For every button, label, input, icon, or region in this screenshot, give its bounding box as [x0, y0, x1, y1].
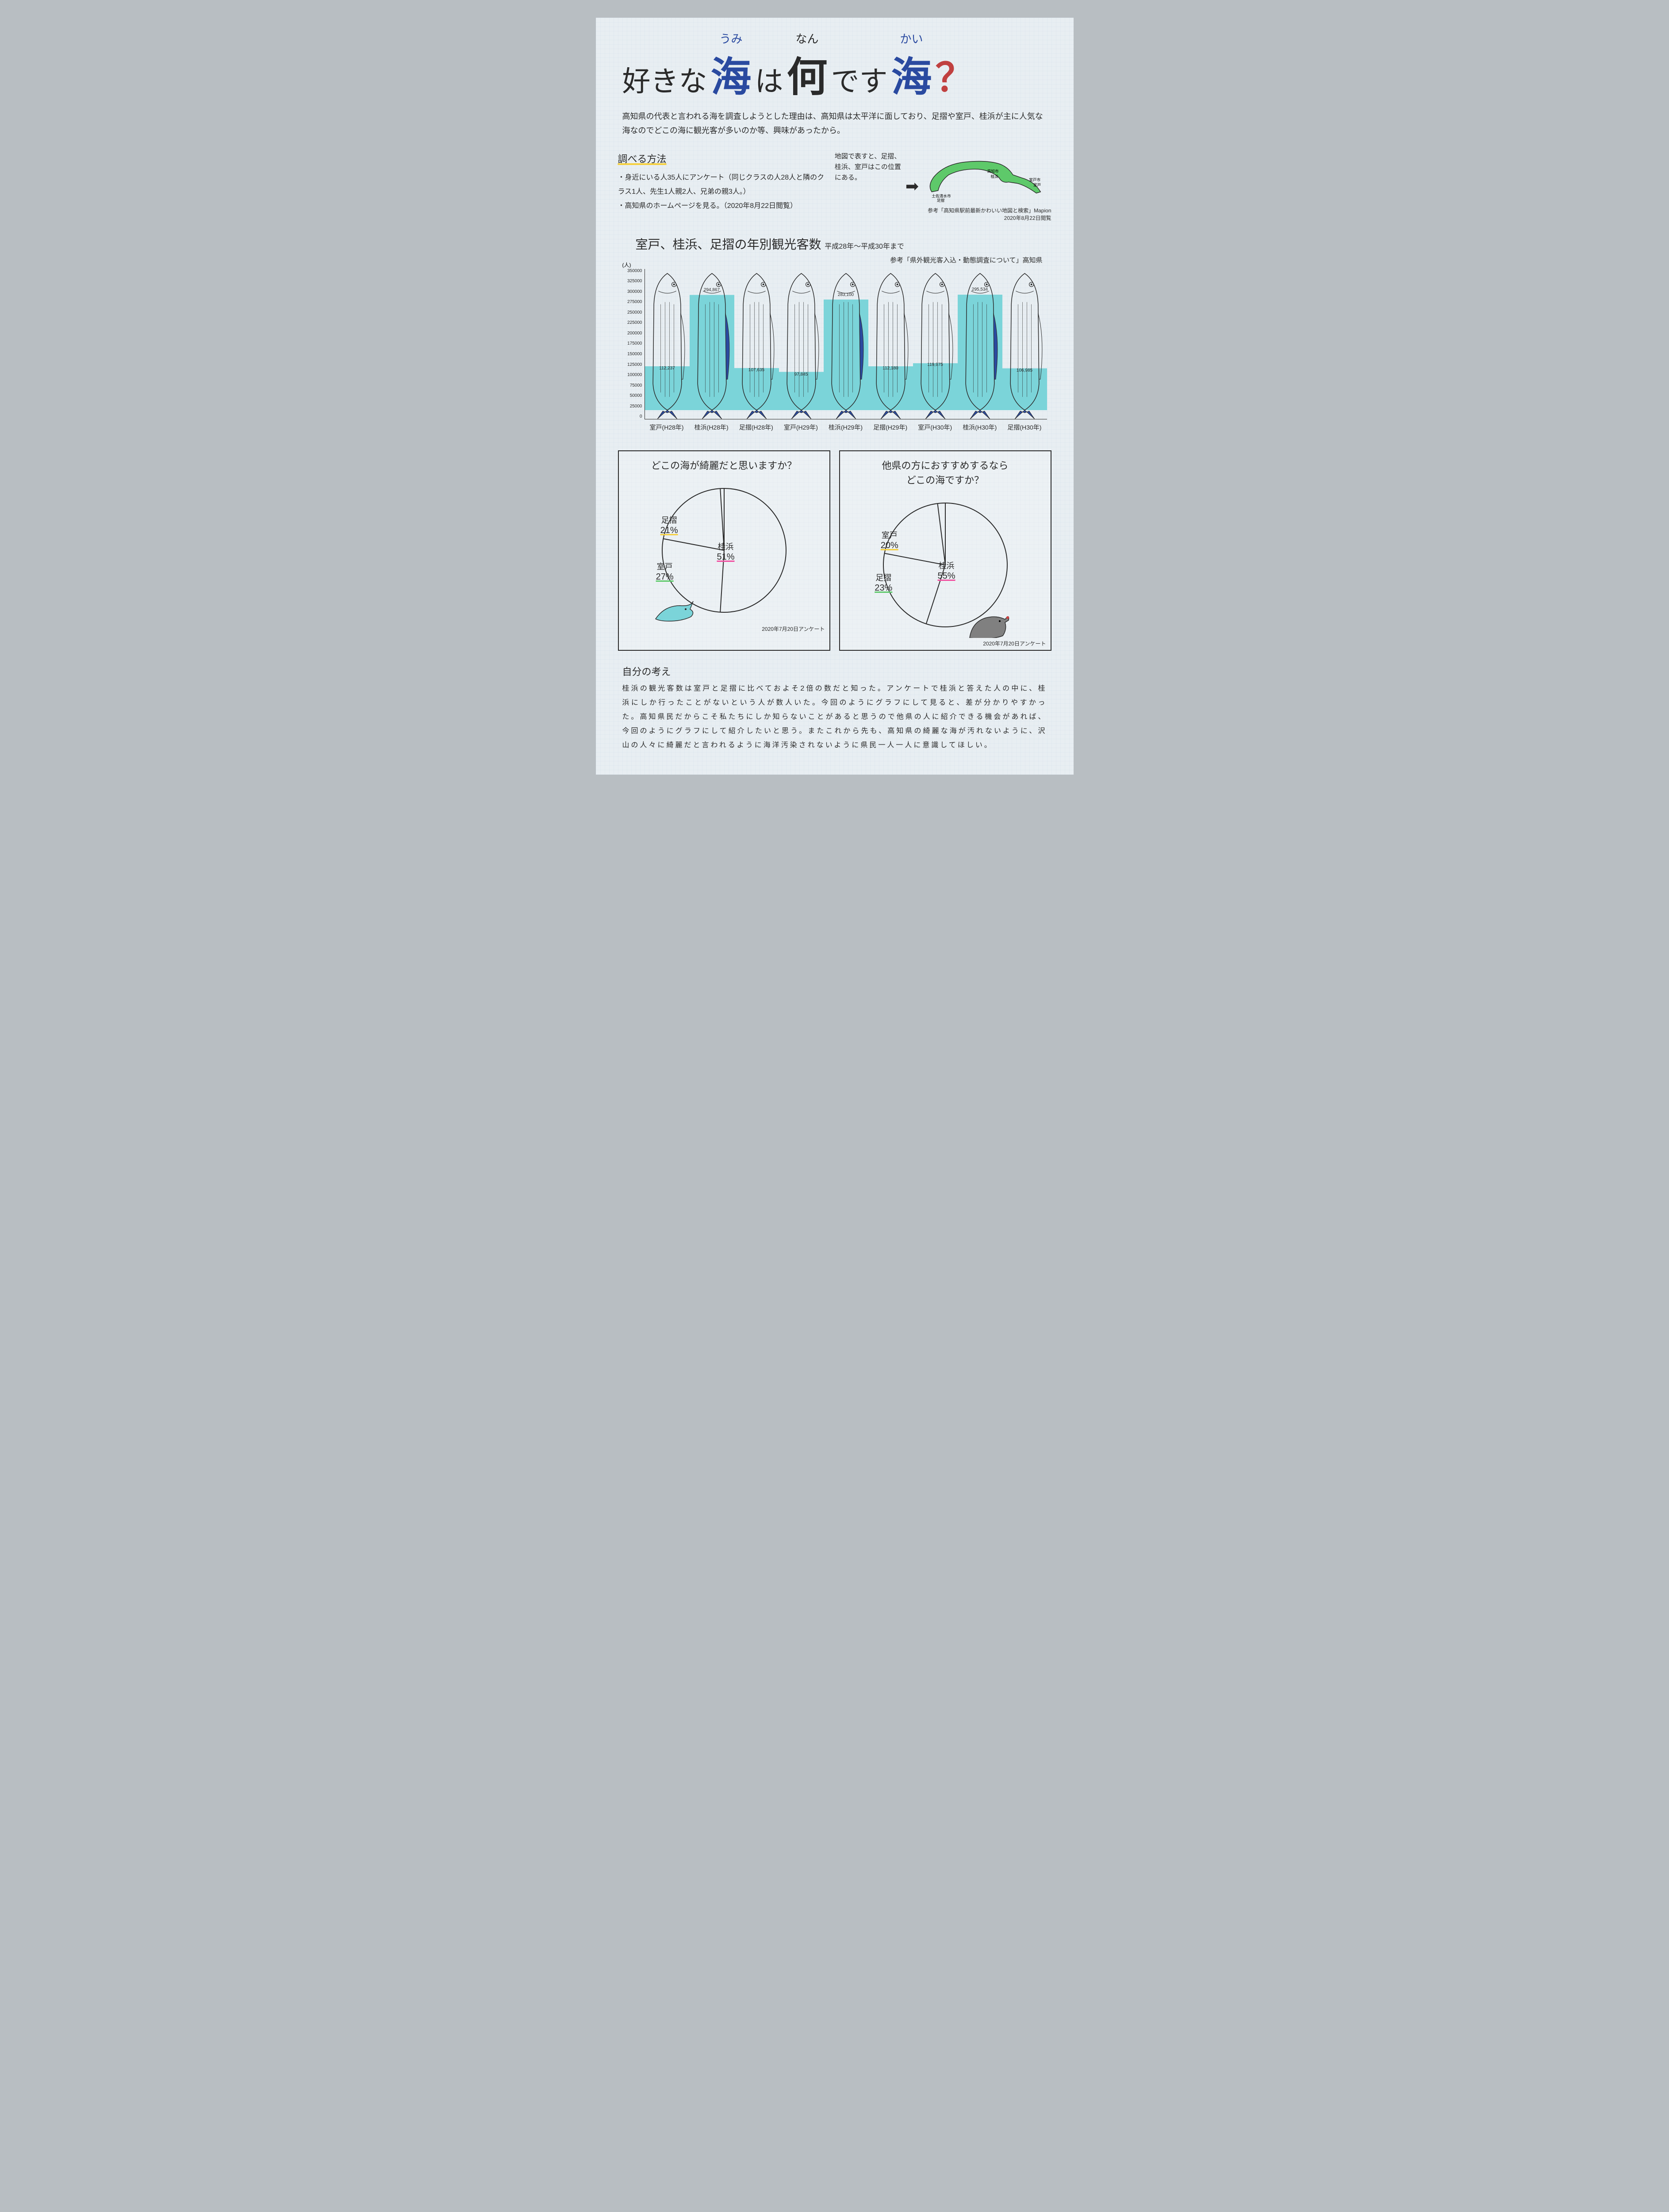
map-note: 地図で表すと、足摺、桂浜、室戸はこの位置にある。 — [835, 151, 901, 183]
pie-slice-label: 室戸20% — [881, 529, 898, 551]
title-part1: 好きな — [622, 59, 707, 100]
pie-slice-label: 足摺21% — [660, 514, 678, 536]
title-question-mark: ？ — [936, 46, 975, 103]
pie-slice-label: 室戸27% — [656, 561, 674, 582]
fish-bar: 295,534 — [958, 269, 1002, 419]
fish-bar: 97,845 — [779, 269, 824, 419]
fish-bar: 119,975 — [913, 269, 958, 419]
title-what: なん何 — [787, 44, 828, 103]
y-axis: 3500003250003000002750002500002250002000… — [618, 269, 642, 419]
map-block: 地図で表すと、足摺、桂浜、室戸はこの位置にある。 ➡ 高知市 桂浜 土佐清水市 … — [835, 151, 1051, 222]
pie-slice-label: 桂浜51% — [717, 541, 734, 562]
x-label: 室戸(H29年) — [779, 419, 823, 437]
fish-chart-title: 室戸、桂浜、足摺の年別観光客数 平成28年～平成30年まで — [636, 235, 1051, 253]
svg-text:高知市: 高知市 — [987, 169, 999, 173]
pie-date-right: 2020年7月20日アンケート — [844, 640, 1046, 647]
svg-text:室戸: 室戸 — [1033, 182, 1041, 187]
pie-chart-left: 桂浜51% 室戸27% 足摺21% — [623, 477, 825, 623]
pie-slice-label: 足摺23% — [875, 572, 892, 593]
arrow-icon: ➡ — [905, 177, 919, 196]
fish-bar: 112,180 — [868, 269, 913, 419]
map-reference: 参考「高知県駅前最新かわいい地図と検索」Mapion 2020年8月22日閲覧 — [923, 207, 1051, 222]
thoughts-title: 自分の考え — [622, 664, 1051, 678]
x-label: 桂浜(H29年) — [823, 419, 868, 437]
fish-chart-ref: 参考「県外観光客入込・動態調査について」高知県 — [618, 255, 1051, 265]
method-block: 調べる方法 身近にいる人35人にアンケート（同じクラスの人28人と隣のクラス1人… — [618, 151, 826, 222]
fish-bar: 106,985 — [1002, 269, 1047, 419]
kochi-map: 高知市 桂浜 土佐清水市 足摺 室戸市 室戸 — [923, 151, 1051, 203]
thoughts-text: 桂浜の観光客数は室戸と足摺に比べておよそ2倍の数だと知った。アンケートで桂浜と答… — [618, 682, 1051, 753]
pie-date-left: 2020年7月20日アンケート — [623, 625, 825, 633]
poster: 好きな うみ海 は なん何 です かい海 ？ 高知県の代表と言われる海を調査しよ… — [596, 18, 1074, 775]
svg-text:桂浜: 桂浜 — [990, 174, 998, 179]
method-list: 身近にいる人35人にアンケート（同じクラスの人28人と隣のクラス1人、先生1人親… — [618, 171, 826, 213]
fish-bar: 107,635 — [734, 269, 779, 419]
pie-box-recommend: 他県の方におすすめするならどこの海ですか？ 桂浜55% 足摺23% 室戸20% 20… — [839, 450, 1051, 651]
x-label: 桂浜(H30年) — [957, 419, 1002, 437]
pie-question-right: 他県の方におすすめするならどこの海ですか？ — [844, 458, 1046, 488]
x-label: 桂浜(H28年) — [689, 419, 734, 437]
method-item: 高知県のホームページを見る。（2020年8月22日閲覧） — [618, 199, 826, 213]
svg-text:土佐清水市: 土佐清水市 — [932, 193, 951, 198]
svg-text:足摺: 足摺 — [937, 198, 945, 203]
x-label: 室戸(H30年) — [913, 419, 957, 437]
title: 好きな うみ海 は なん何 です かい海 ？ — [618, 44, 1051, 103]
fish-row: 112,237 294,867 — [645, 269, 1047, 419]
fish-bar: 283,100 — [824, 269, 868, 419]
fish-bar-chart: (人) 350000325000300000275000250000225000… — [618, 269, 1051, 437]
x-label: 足摺(H28年) — [734, 419, 779, 437]
pie-chart-right: 桂浜55% 足摺23% 室戸20% — [844, 492, 1046, 638]
x-axis-labels: 室戸(H28年)桂浜(H28年)足摺(H28年)室戸(H29年)桂浜(H29年)… — [645, 419, 1047, 437]
title-sea1: うみ海 — [711, 44, 752, 103]
fish-bar: 112,237 — [645, 269, 690, 419]
x-label: 足摺(H29年) — [868, 419, 913, 437]
pie-slice-label: 桂浜55% — [938, 560, 955, 581]
svg-text:室戸市: 室戸市 — [1029, 177, 1040, 182]
method-title: 調べる方法 — [618, 151, 826, 165]
title-sea2: かい海 — [891, 44, 932, 103]
pie-box-pretty: どこの海が綺麗だと思いますか？ 桂浜51% 室戸27% 足摺21% 2020年7月2… — [618, 450, 830, 651]
method-item: 身近にいる人35人にアンケート（同じクラスの人28人と隣のクラス1人、先生1人親… — [618, 171, 826, 199]
x-label: 室戸(H28年) — [645, 419, 689, 437]
pie-question-left: どこの海が綺麗だと思いますか？ — [623, 458, 825, 473]
x-label: 足摺(H30年) — [1002, 419, 1047, 437]
intro-text: 高知県の代表と言われる海を調査しようとした理由は、高知県は太平洋に面しており、足… — [618, 109, 1051, 138]
fish-bar: 294,867 — [690, 269, 734, 419]
